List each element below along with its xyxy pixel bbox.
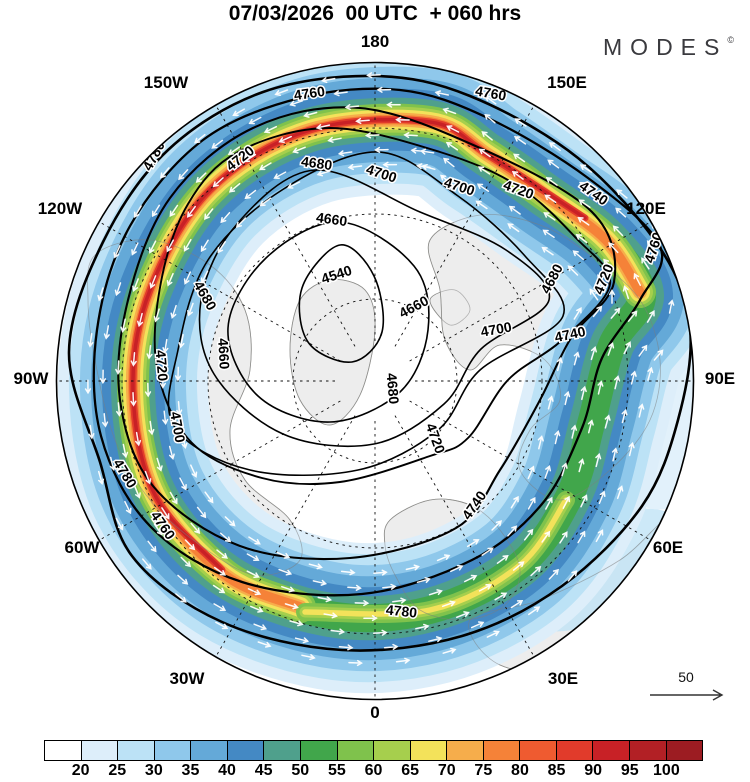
modes-logo: MODES© [603, 34, 734, 61]
colorbar-cell [300, 741, 338, 760]
meridian-line [215, 415, 356, 658]
colorbar-cell [45, 741, 82, 760]
meridian-line [98, 400, 341, 541]
contour-label: 4660 [215, 338, 233, 370]
height-contour-line [298, 244, 385, 363]
colorbar-tick: 25 [108, 762, 127, 779]
modes-logo-text: MODES [603, 34, 728, 60]
longitude-label: 60E [653, 538, 683, 557]
height-contour-line [153, 127, 611, 486]
height-contour-line [92, 87, 664, 597]
longitude-label: 90W [14, 369, 50, 388]
colorbar-tick: 30 [144, 762, 163, 779]
colorbar-cell [264, 741, 301, 760]
coastline-namerica [87, 239, 303, 576]
meridian-line [394, 104, 535, 347]
contour-label: 4760 [293, 83, 326, 103]
contour-label: 4680 [300, 153, 333, 173]
colorbar-cell [447, 741, 484, 760]
longitude-label: 150W [144, 73, 189, 92]
reference-vector-label: 50 [678, 669, 694, 685]
colorbar-tick: 45 [254, 762, 273, 779]
contour-label: 4780 [385, 601, 418, 620]
meridian-line [394, 415, 535, 658]
longitude-label: 120E [626, 199, 666, 218]
height-contour-line [117, 106, 617, 561]
graticule [56, 62, 694, 700]
colorbar-tick: 65 [401, 762, 420, 779]
reference-vector-arrow [650, 689, 724, 701]
longitude-label: 30W [170, 669, 206, 688]
colorbar-tick: 60 [364, 762, 383, 779]
wind-arrow-glyphs [84, 72, 689, 667]
contour-label: 4720 [153, 349, 172, 382]
height-contour-line [67, 74, 692, 652]
colorbar-tick: 50 [291, 762, 310, 779]
map-boundary [55, 61, 695, 701]
height-contour-line [198, 169, 551, 448]
longitude-label: 120W [38, 199, 83, 218]
contour-label: 4680 [384, 372, 403, 405]
longitude-label: 60W [65, 538, 101, 557]
coastline-europe [383, 498, 521, 621]
coastline-eurasia [427, 214, 661, 501]
colorbar-cell [483, 741, 521, 760]
colorbar-tick: 100 [653, 762, 680, 779]
colorbar-tick: 90 [584, 762, 603, 779]
colorbar-tick: 20 [71, 762, 90, 779]
colorbar-cell [337, 741, 375, 760]
colorbar-cell [154, 741, 192, 760]
colorbar-cell [227, 741, 265, 760]
meridian-line [215, 104, 356, 347]
height-contour-line [227, 221, 430, 423]
longitude-label: 0 [370, 703, 379, 722]
colorbar-tick: 75 [474, 762, 493, 779]
colorbar-cell [191, 741, 228, 760]
meridian-line [409, 400, 652, 541]
landmass-greenland [289, 279, 376, 426]
page-title: 07/03/2026 00 UTC + 060 hrs [228, 2, 522, 25]
colorbar-cell [374, 741, 411, 760]
longitude-label-layer: 180 150W 150E 120W 120E 90W 90E 60W 60E 30W 30E 0 [14, 32, 736, 722]
colorbar-cell [593, 741, 630, 760]
longitude-label: 150E [547, 73, 587, 92]
colorbar-cell [118, 741, 155, 760]
colorbar-tick: 40 [218, 762, 236, 779]
meridian-line [98, 221, 341, 362]
colorbar-tick: 55 [327, 762, 346, 779]
parallel-circle [292, 298, 458, 464]
colorbar-cell [81, 741, 119, 760]
modes-logo-mark: © [727, 35, 734, 45]
colorbar-cell [520, 741, 557, 760]
colorbar-cell [666, 741, 703, 760]
coastline-greenland [289, 279, 376, 426]
colorbar-tick: 80 [511, 762, 529, 779]
colorbar-cell [630, 741, 667, 760]
colorbar-cell [410, 741, 448, 760]
contour-label: 4660 [396, 292, 431, 321]
reference-vector: 50 [650, 669, 724, 701]
colorbar [44, 740, 703, 761]
parallel-circle [121, 127, 629, 635]
longitude-label: 90E [705, 369, 735, 388]
wind-arrows [84, 72, 689, 667]
longitude-label: 30E [548, 669, 578, 688]
colorbar-tick: 85 [547, 762, 566, 779]
jet-band-layer [131, 117, 587, 572]
coastline-isles [429, 289, 471, 326]
colorbar-tick: 95 [620, 762, 639, 779]
contour-label: 4660 [315, 209, 348, 229]
colorbar-tick: 70 [437, 762, 456, 779]
colorbar-tick: 35 [181, 762, 200, 779]
height-contours [67, 74, 692, 652]
longitude-label: 180 [361, 32, 389, 51]
parallel-circle [207, 213, 543, 549]
height-contour-line [167, 151, 566, 477]
meridian-line [409, 221, 652, 362]
colorbar-cell [556, 741, 594, 760]
